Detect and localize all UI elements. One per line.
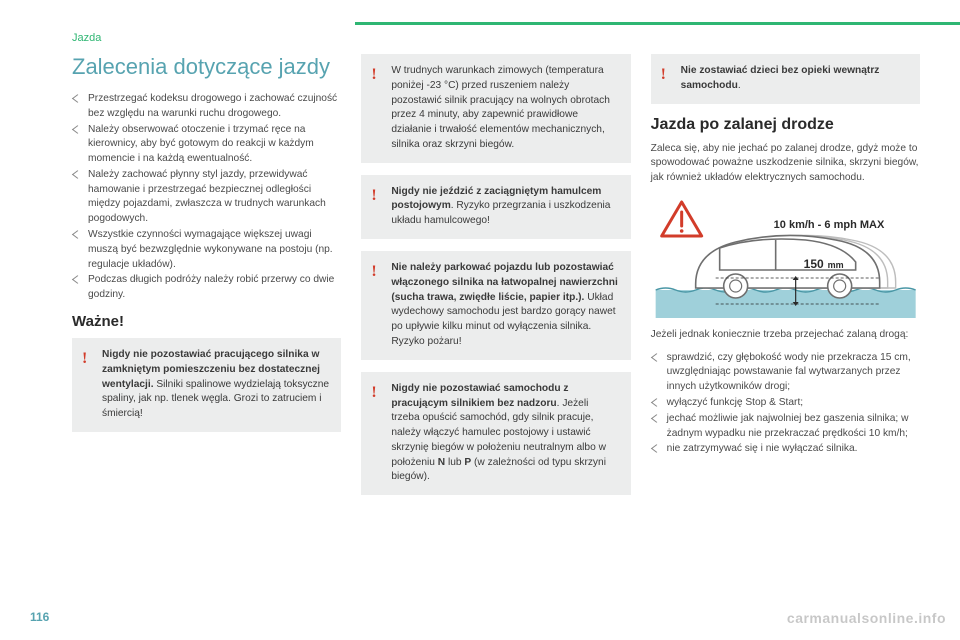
column-2: ! W trudnych warunkach zimowych (tempera… — [361, 54, 630, 507]
page-content: Jazda Zalecenia dotyczące jazdy Przestrz… — [0, 0, 960, 507]
warning-icon: ! — [371, 184, 376, 207]
warning-box-winter: ! W trudnych warunkach zimowych (tempera… — [361, 54, 630, 163]
watermark: carmanualsonline.info — [787, 610, 946, 626]
important-title: Ważne! — [72, 313, 341, 330]
warning-icon: ! — [82, 347, 87, 370]
list-item: nie zatrzymywać się i nie wyłączać silni… — [651, 442, 920, 457]
page-number: 116 — [30, 610, 49, 624]
column-3: ! Nie zostawiać dzieci bez opieki wewnąt… — [651, 54, 920, 507]
illus-depth-unit: mm — [827, 260, 843, 270]
flooded-road-para2: Jeżeli jednak koniecznie trzeba przejech… — [651, 328, 920, 343]
warning-text: . — [738, 80, 741, 91]
list-item: sprawdzić, czy głębokość wody nie przekr… — [651, 351, 920, 395]
flooded-road-steps: sprawdzić, czy głębokość wody nie przekr… — [651, 351, 920, 457]
warning-text: W trudnych warunkach zimowych (temperatu… — [391, 65, 610, 150]
illus-speed-label: 10 km/h - 6 mph MAX — [773, 219, 884, 231]
warning-bold: Nie zostawiać dzieci bez opieki wewnątrz… — [681, 65, 880, 91]
columns: Zalecenia dotyczące jazdy Przestrzegać k… — [72, 54, 920, 507]
list-item: jechać możliwie jak najwolniej bez gasze… — [651, 412, 920, 442]
warning-icon: ! — [371, 260, 376, 283]
flooded-road-title: Jazda po zalanej drodze — [651, 116, 920, 134]
warning-text: lub — [445, 457, 464, 468]
flooded-road-illustration: 10 km/h - 6 mph MAX 150 mm — [651, 194, 920, 318]
illus-depth-value: 150 — [803, 257, 823, 271]
list-item: Należy obserwować otoczenie i trzymać rę… — [72, 123, 341, 167]
warning-icon: ! — [371, 381, 376, 404]
warning-box-handbrake: ! Nigdy nie jeździć z zaciągniętym hamul… — [361, 175, 630, 239]
warning-icon: ! — [661, 63, 666, 86]
warning-box-children: ! Nie zostawiać dzieci bez opieki wewnąt… — [651, 54, 920, 104]
list-item: wyłączyć funkcję Stop & Start; — [651, 396, 920, 411]
main-title: Zalecenia dotyczące jazdy — [72, 54, 341, 80]
warning-box-unattended: ! Nigdy nie pozostawiać samochodu z prac… — [361, 372, 630, 495]
list-item: Wszystkie czynności wymagające większej … — [72, 228, 341, 272]
column-1: Zalecenia dotyczące jazdy Przestrzegać k… — [72, 54, 341, 507]
warning-bold: Nigdy nie pozostawiać samochodu z pracuj… — [391, 383, 568, 409]
warning-box-flammable: ! Nie należy parkować pojazdu lub pozost… — [361, 251, 630, 360]
recommendations-list: Przestrzegać kodeksu drogowego i zachowa… — [72, 92, 341, 303]
section-label: Jazda — [72, 32, 920, 44]
flooded-road-intro: Zaleca się, aby nie jechać po zalanej dr… — [651, 142, 920, 186]
header-accent-bar — [355, 22, 960, 25]
warning-icon: ! — [371, 63, 376, 86]
list-item: Należy zachować płynny styl jazdy, przew… — [72, 168, 341, 227]
warning-box-ventilation: ! Nigdy nie pozostawiać pracującego siln… — [72, 338, 341, 432]
list-item: Przestrzegać kodeksu drogowego i zachowa… — [72, 92, 341, 122]
list-item: Podczas długich podróży należy robić prz… — [72, 273, 341, 303]
